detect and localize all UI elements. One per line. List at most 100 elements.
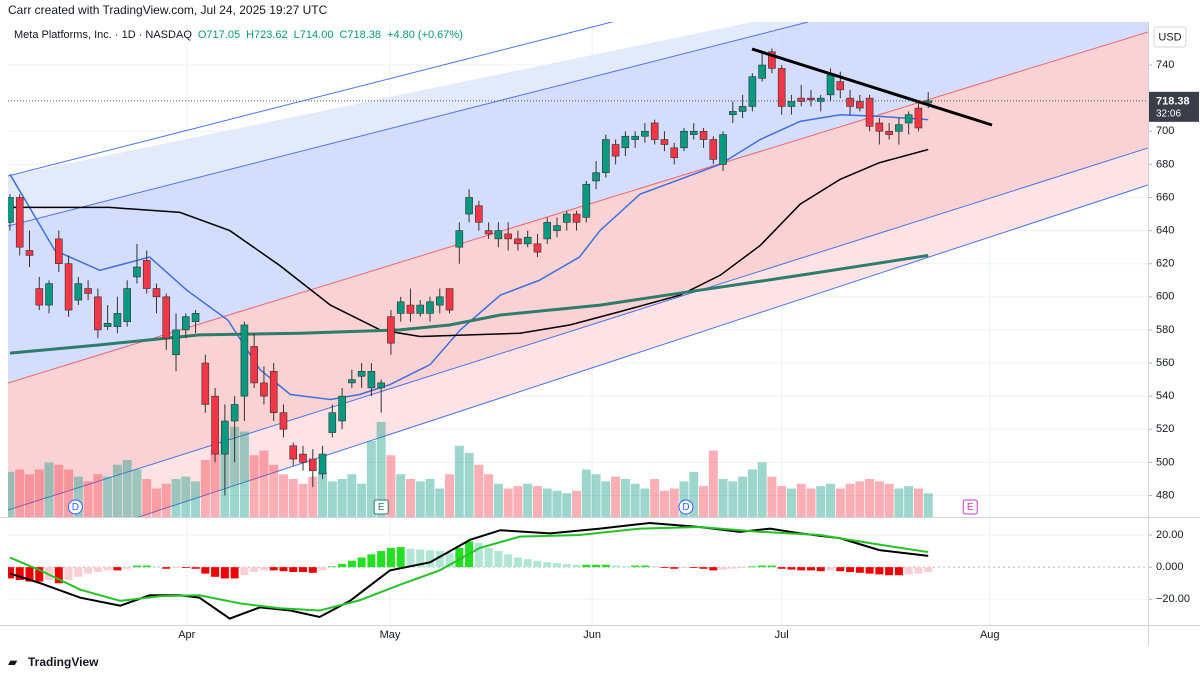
axes: Apr May Jun Jul Aug 480 500 520 540 560 580 600 620 6… <box>178 59 1190 641</box>
histogram-bar <box>132 565 141 568</box>
histogram-bar <box>894 567 903 576</box>
candle-body <box>856 101 864 109</box>
volume-bar <box>405 479 415 517</box>
histogram-bar <box>719 567 728 570</box>
volume-bar <box>425 479 435 517</box>
histogram-bar <box>650 566 659 568</box>
volume-bar <box>835 488 845 517</box>
candle-body <box>455 230 464 248</box>
channel-line <box>8 22 809 227</box>
volume-bar <box>738 476 748 517</box>
histogram-bar <box>699 567 708 569</box>
candle-body <box>602 139 610 173</box>
candle-body <box>514 238 522 245</box>
volume-bar <box>24 474 34 517</box>
channel-top <box>8 22 1148 226</box>
histogram-bar <box>211 567 220 577</box>
histogram-bar <box>543 562 552 568</box>
candle-body <box>582 183 591 218</box>
histogram-bar <box>338 563 347 568</box>
candle-body <box>435 296 444 306</box>
channel-line <box>8 22 614 177</box>
credit: Carr created with TradingView.com, Jul 2… <box>8 3 328 17</box>
histogram-bar <box>748 566 757 568</box>
histogram-bar <box>201 567 210 574</box>
volume-bar <box>630 483 640 517</box>
currency-box[interactable] <box>1153 26 1187 48</box>
candle-body <box>787 101 796 107</box>
volume-bar <box>415 481 425 517</box>
x-tick-label: Apr <box>178 629 195 641</box>
event-marker <box>962 499 978 515</box>
volume-bar <box>591 474 601 517</box>
histogram-bar <box>865 567 874 574</box>
event-label: E <box>378 502 385 513</box>
candle-body <box>240 324 249 397</box>
histogram-bar <box>406 548 415 568</box>
volume-bar <box>259 450 269 517</box>
symbol: Meta Platforms, Inc. · 1D · NASDAQ <box>14 29 192 41</box>
histogram-bar <box>54 567 63 584</box>
y-tick-label: 620 <box>1156 258 1174 270</box>
volume-bar <box>826 483 836 517</box>
x-tick-label: May <box>380 629 401 641</box>
histogram-bar <box>191 567 200 569</box>
histogram-bar <box>93 567 102 572</box>
histogram-bar <box>494 551 503 568</box>
last-price-box <box>1149 91 1199 122</box>
candle-body <box>709 139 718 160</box>
histogram-bar <box>592 564 601 568</box>
candle-body <box>484 230 493 235</box>
histogram-bar <box>113 567 122 571</box>
histogram-bar <box>631 565 640 568</box>
volume-bar <box>239 431 249 517</box>
candle-body <box>865 97 874 127</box>
candle-body <box>592 172 600 182</box>
histogram-bar <box>259 567 268 571</box>
candle-body <box>826 74 835 96</box>
histogram-bar <box>562 563 571 568</box>
volume-bar <box>230 426 240 517</box>
candle-body <box>670 147 679 159</box>
channel-line <box>137 184 1148 517</box>
volume-bar <box>855 481 865 517</box>
volume-bar <box>210 450 220 517</box>
candle-body <box>103 323 112 327</box>
y-tick-label: 580 <box>1156 324 1174 336</box>
x-tick-label: Jun <box>583 629 601 641</box>
candle-body <box>230 404 239 422</box>
histogram-bar <box>660 567 669 568</box>
y-tick-label: 480 <box>1156 489 1174 501</box>
candle-body <box>152 288 161 298</box>
candle-body <box>123 288 131 322</box>
histogram-bar <box>35 567 44 582</box>
volume-bar <box>669 488 679 517</box>
volume-bar <box>396 474 406 517</box>
candle-body <box>269 371 278 414</box>
y-tick-label: 500 <box>1156 456 1174 468</box>
candle-body <box>504 233 512 240</box>
volume-bar <box>357 483 367 517</box>
histogram-bar <box>611 565 620 568</box>
volume-bar <box>542 488 552 517</box>
histogram-bar <box>885 567 894 576</box>
candle-body <box>875 122 884 132</box>
volume-bar <box>181 476 191 517</box>
candle-body <box>562 213 571 223</box>
x-tick-label: Aug <box>980 629 1000 641</box>
histogram-bar <box>836 567 845 572</box>
candle-body <box>74 283 83 301</box>
histogram-bar <box>25 567 34 582</box>
volume-bar <box>747 469 757 517</box>
ohlc-value: C718.38 <box>339 29 381 41</box>
histogram-bar <box>172 567 181 568</box>
candle-body <box>846 97 854 107</box>
candle-body <box>328 412 337 433</box>
candle-body <box>387 316 395 344</box>
candle-body <box>689 130 698 135</box>
price-pane <box>8 48 933 517</box>
candle-body <box>533 243 542 253</box>
histogram-bar <box>552 563 561 568</box>
volume-bar <box>611 476 621 517</box>
candle-body <box>445 288 454 311</box>
